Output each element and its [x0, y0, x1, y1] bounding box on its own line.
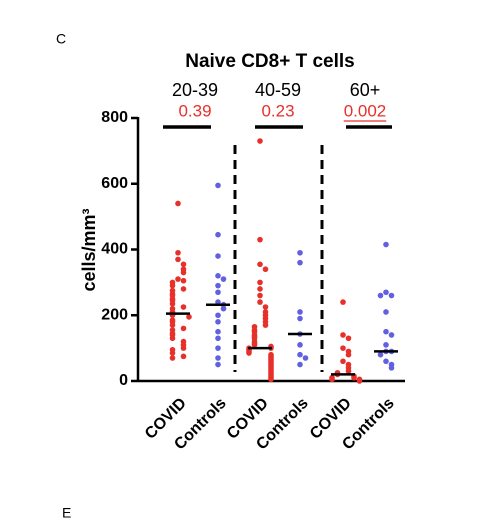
dot [215, 312, 221, 319]
dot [186, 314, 192, 320]
dot [383, 358, 389, 365]
dot [180, 277, 187, 284]
dot [220, 305, 227, 312]
dot [215, 182, 221, 189]
dot [351, 374, 357, 381]
dot [297, 315, 303, 322]
dot [215, 273, 221, 279]
y-tick-label: 400 [101, 241, 128, 258]
dot [345, 368, 352, 374]
dot [257, 261, 263, 268]
chart-title: Naive CD8+ T cells [185, 51, 355, 72]
dot [215, 231, 221, 238]
dot [297, 259, 303, 266]
dot [345, 335, 352, 342]
dot [175, 249, 181, 256]
p-value: 0.23 [261, 101, 294, 120]
y-tick-label: 200 [101, 306, 128, 323]
dot [377, 351, 384, 358]
dot [246, 350, 252, 356]
dot [180, 325, 187, 332]
dot [169, 282, 176, 289]
dot [297, 361, 303, 368]
dot [180, 269, 187, 276]
dot [377, 292, 384, 299]
dot [383, 289, 389, 296]
dot [388, 292, 395, 299]
age-group-label: 40-59 [255, 80, 301, 100]
dot [340, 299, 346, 305]
dot [297, 249, 303, 256]
dot [302, 355, 309, 361]
dot [169, 350, 176, 356]
dot [383, 342, 389, 348]
dot [180, 353, 187, 360]
dot [169, 322, 176, 328]
dot [383, 328, 389, 335]
dot [388, 332, 395, 338]
p-value: 0.002 [344, 101, 387, 120]
dot [262, 304, 269, 310]
dot [180, 261, 187, 268]
dot [215, 345, 221, 351]
y-tick-label: 800 [101, 109, 128, 126]
dot [215, 335, 221, 342]
panel-label: C [56, 31, 66, 47]
dot [297, 351, 303, 358]
dot [215, 282, 221, 289]
panel-label: E [62, 505, 71, 520]
dot [388, 365, 395, 371]
dot [175, 200, 181, 207]
dot [257, 279, 263, 286]
dot [215, 319, 221, 325]
dot [340, 345, 346, 351]
dot [329, 376, 335, 383]
dot [257, 236, 263, 243]
y-tick-label: 600 [101, 175, 128, 192]
dot [169, 335, 176, 342]
dot [215, 355, 221, 361]
dot [220, 276, 227, 282]
dot [345, 351, 352, 358]
dot [297, 309, 303, 315]
dot [257, 138, 263, 144]
dot [175, 256, 181, 263]
dot [215, 328, 221, 335]
dot [297, 342, 303, 348]
dot [340, 332, 346, 338]
dot [169, 355, 176, 361]
y-axis-label: cells/mm³ [79, 208, 99, 291]
dot [340, 358, 346, 365]
dot [257, 286, 263, 292]
dot [262, 266, 269, 273]
p-value: 0.39 [178, 101, 211, 120]
age-group-label: 20-39 [172, 80, 218, 100]
dot [262, 322, 269, 328]
dot [356, 378, 363, 384]
dot [169, 300, 176, 307]
dot [215, 361, 221, 368]
dot [251, 342, 258, 348]
dot [257, 292, 263, 299]
dot [180, 345, 187, 351]
dot [215, 253, 221, 259]
dot [383, 309, 389, 315]
age-group-label: 60+ [350, 80, 381, 100]
dot [175, 276, 181, 282]
dot [383, 241, 389, 248]
y-tick-label: 0 [119, 372, 128, 389]
dot [180, 304, 187, 310]
dot [215, 289, 221, 296]
dot [268, 376, 274, 383]
dot [257, 299, 263, 305]
dot [180, 286, 187, 292]
